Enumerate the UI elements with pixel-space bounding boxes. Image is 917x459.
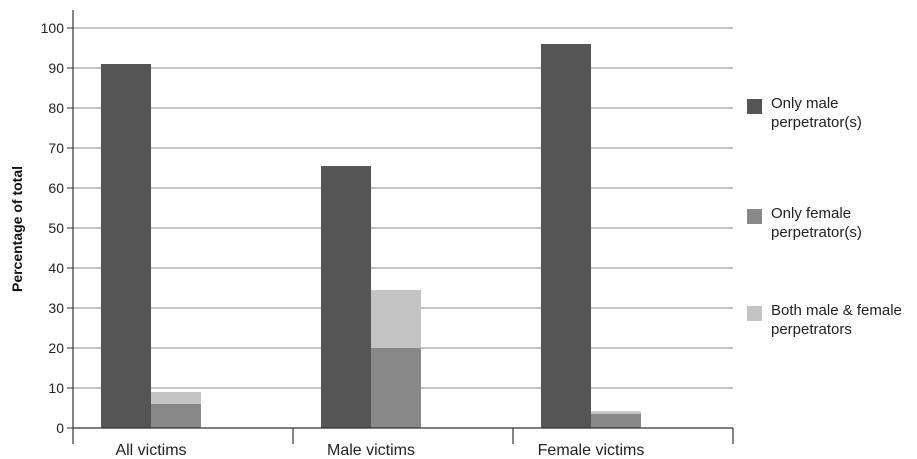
bars: [101, 44, 641, 428]
x-category-label: Male victims: [327, 442, 415, 459]
y-tick-label: 40: [48, 260, 64, 276]
y-tick-label: 10: [48, 380, 64, 396]
y-axis-label: Percentage of total: [9, 166, 25, 292]
legend-label: perpetrator(s): [771, 224, 862, 241]
y-axis-ticks: 0 10 20 30 40 50 60 70 80 90 100: [41, 10, 74, 436]
x-category-label: All victims: [115, 442, 186, 459]
x-axis: All victims Male victims Female victims: [72, 427, 734, 459]
y-tick-label: 20: [48, 340, 64, 356]
legend-label: Only male: [771, 95, 839, 112]
y-tick-label: 0: [56, 420, 64, 436]
y-tick-label: 50: [48, 220, 64, 236]
legend: Only male perpetrator(s) Only female perpet…: [747, 95, 902, 338]
bar-only-male: [321, 166, 371, 428]
bar-only-male: [541, 44, 591, 428]
y-tick-label: 30: [48, 300, 64, 316]
y-tick-label: 70: [48, 140, 64, 156]
bar-only-female: [371, 348, 421, 428]
bar-only-female: [151, 404, 201, 428]
bar-both: [591, 411, 641, 414]
legend-swatch: [747, 99, 762, 114]
legend-label: Only female: [771, 205, 851, 222]
bar-both: [371, 290, 421, 348]
bar-only-female: [591, 414, 641, 428]
legend-label: perpetrator(s): [771, 114, 862, 131]
gridlines: [73, 27, 733, 429]
x-category-label: Female victims: [538, 442, 645, 459]
y-tick-label: 80: [48, 100, 64, 116]
y-tick-label: 60: [48, 180, 64, 196]
legend-label: Both male & female: [771, 302, 902, 319]
y-tick-label: 90: [48, 60, 64, 76]
legend-swatch: [747, 306, 762, 321]
y-tick-label: 100: [41, 20, 65, 36]
bar-only-male: [101, 64, 151, 428]
bar-both: [151, 392, 201, 404]
legend-label: perpetrators: [771, 321, 852, 338]
legend-swatch: [747, 209, 762, 224]
